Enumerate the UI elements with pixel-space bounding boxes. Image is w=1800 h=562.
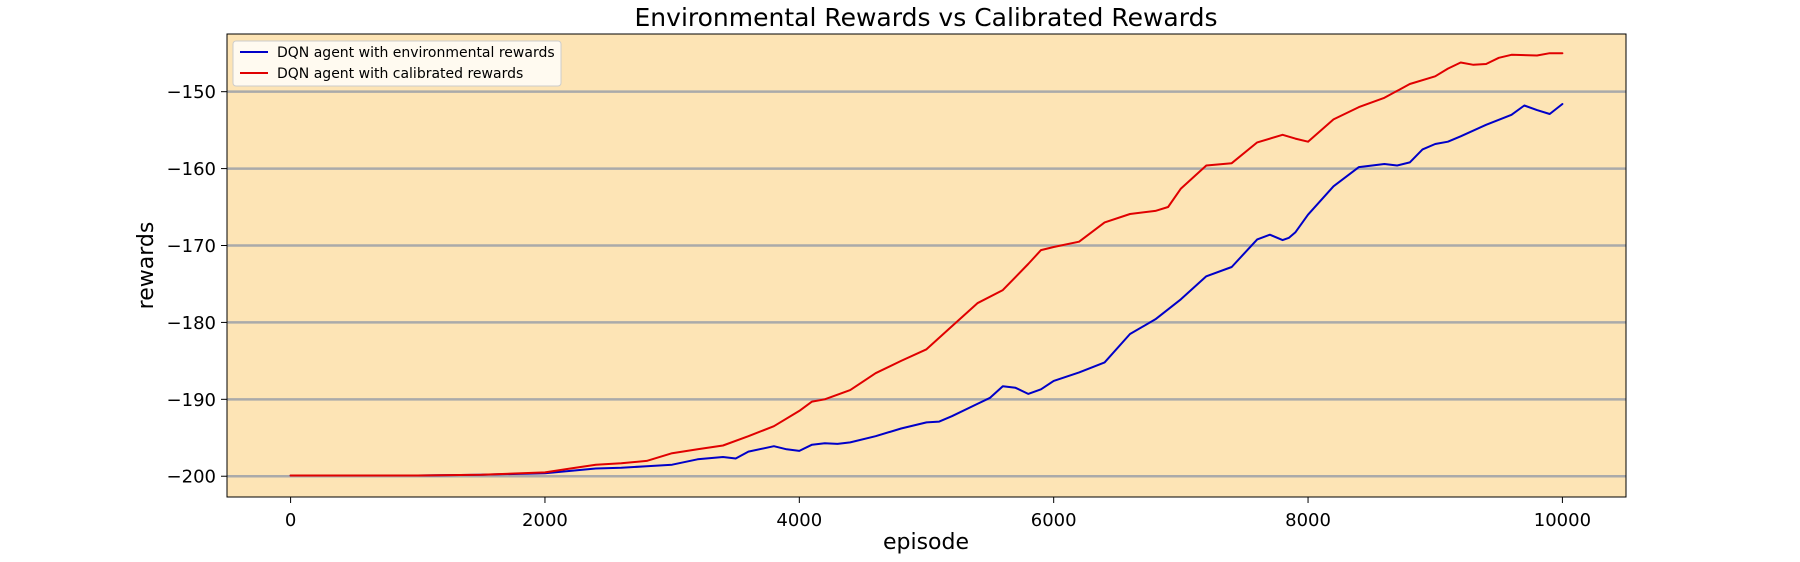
x-tick-label: 4000: [776, 510, 822, 531]
x-tick-label: 0: [285, 510, 296, 531]
x-axis-label: episode: [883, 530, 969, 555]
chart-title: Environmental Rewards vs Calibrated Rewa…: [635, 3, 1218, 32]
grid-lines: [227, 90, 1626, 478]
legend-label-calibrated: DQN agent with calibrated rewards: [277, 66, 523, 82]
y-tick-label: −200: [167, 467, 216, 488]
y-axis-label: rewards: [134, 222, 159, 310]
legend-box: [232, 40, 562, 87]
x-tick-label: 2000: [522, 510, 568, 531]
series-environmental-rewards: [289, 103, 1564, 477]
y-tick-label: −160: [167, 159, 216, 180]
x-tick-label: 10000: [1534, 510, 1591, 531]
series-calibrated-rewards: [289, 52, 1564, 477]
series-lines: [289, 52, 1564, 477]
y-tick-label: −170: [167, 236, 216, 257]
y-tick-label: −150: [167, 82, 216, 103]
legend-label-environmental: DQN agent with environmental rewards: [277, 45, 555, 61]
legend: DQN agent with environmental rewards DQN…: [232, 40, 562, 87]
axis-ticks: −200 −190 −180 −170 −160 −150 0 2000 4000 6000 800…: [167, 82, 1591, 531]
x-tick-label: 8000: [1285, 510, 1331, 531]
y-tick-label: −180: [167, 313, 216, 334]
y-tick-label: −190: [167, 390, 216, 411]
plot-frame: [226, 33, 1627, 498]
x-tick-label: 6000: [1031, 510, 1077, 531]
plot-area: [226, 33, 1627, 498]
